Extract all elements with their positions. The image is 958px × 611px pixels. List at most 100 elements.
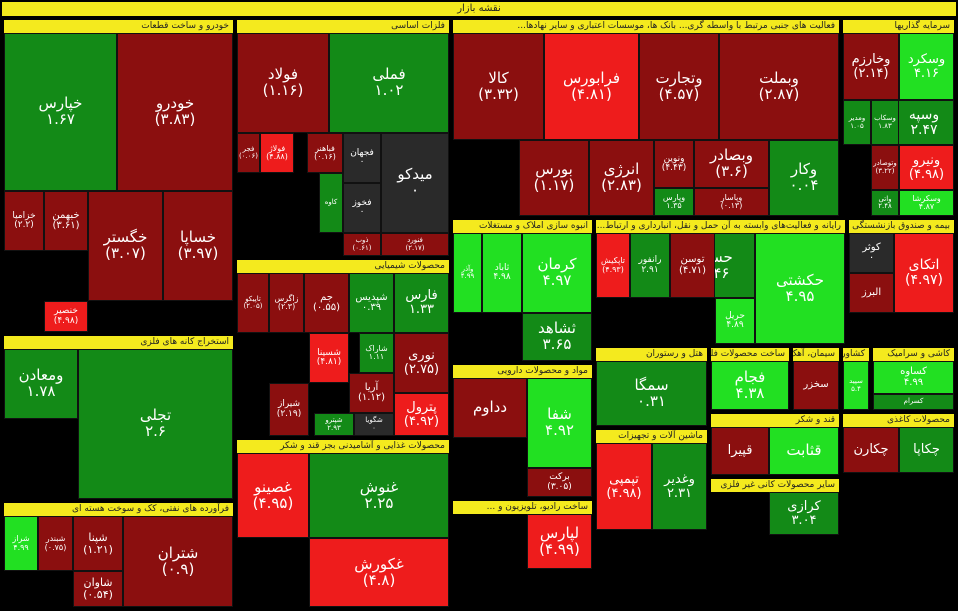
- stock-tile[interactable]: وسکرشا ۴.۸۷: [899, 190, 954, 216]
- stock-tile[interactable]: ونیرو (۴.۹۸): [899, 145, 954, 190]
- stock-tile[interactable]: وبصادر (۳.۶): [694, 140, 769, 188]
- stock-tile[interactable]: فجر (۰.۰۶): [237, 133, 260, 173]
- stock-tile[interactable]: سپید ۵.۴: [843, 361, 869, 410]
- stock-symbol: تجلی: [139, 406, 172, 425]
- stock-tile[interactable]: وبملت (۲.۸۷): [719, 33, 839, 140]
- stock-tile[interactable]: کرمان ۴.۹۷: [522, 233, 592, 313]
- stock-tile[interactable]: زاگرس (۲.۳): [269, 273, 304, 333]
- stock-tile[interactable]: سمگا ۰.۳۱: [596, 361, 707, 426]
- stock-tile[interactable]: کاوه: [319, 173, 343, 233]
- stock-tile[interactable]: کالا (۳.۳۲): [453, 33, 544, 140]
- stock-tile[interactable]: فجهان ۰: [343, 133, 381, 183]
- stock-symbol: غنوش: [359, 477, 399, 496]
- stock-tile[interactable]: حریل ۴.۸۹: [715, 298, 755, 344]
- stock-tile[interactable]: حکشتی ۴.۹۵: [755, 233, 845, 344]
- stock-tile[interactable]: شپنا (۱.۲۱): [73, 516, 123, 571]
- stock-tile[interactable]: غنوش ۲.۲۵: [309, 453, 449, 538]
- stock-tile[interactable]: قپیرا: [711, 427, 769, 475]
- stock-tile[interactable]: فولاژ (۴.۸۸): [260, 133, 294, 173]
- stock-tile[interactable]: شفا ۴.۹۲: [527, 378, 592, 468]
- stock-tile[interactable]: غکورش (۴.۸): [309, 538, 449, 607]
- stock-tile[interactable]: شسینا (۴.۸۱): [309, 333, 349, 383]
- stock-tile[interactable]: فرابورس (۴.۸۱): [544, 33, 639, 140]
- stock-tile[interactable]: وغدیر ۲.۳۱: [652, 443, 707, 530]
- stock-tile[interactable]: وتجارت (۴.۵۷): [639, 33, 719, 140]
- stock-tile[interactable]: شتران (۰.۹): [123, 516, 233, 607]
- stock-tile[interactable]: وکار ۰.۰۴: [769, 140, 839, 216]
- stock-tile[interactable]: فباهنر (۰.۱۶): [307, 133, 343, 173]
- stock-tile[interactable]: سخزر: [793, 361, 839, 410]
- stock-tile[interactable]: وسکاب ۱.۸۳: [871, 100, 899, 145]
- stock-symbol: تپمپی: [609, 471, 639, 487]
- stock-tile[interactable]: تجلی ۲.۶: [78, 349, 233, 499]
- stock-tile[interactable]: فارس ۱.۳۳: [394, 273, 449, 333]
- stock-tile[interactable]: فنورد (۲.۱۷): [381, 233, 449, 256]
- sector-6: بیمه و صندوق بازنشستگی اتکای (۴.۹۷) کوثر ۰ ال…: [847, 218, 956, 333]
- stock-symbol: شفا: [547, 405, 572, 424]
- stock-tile[interactable]: وآذر ۴.۹۹: [453, 233, 482, 313]
- stock-tile[interactable]: خنصیر (۴.۹۸): [44, 301, 88, 332]
- stock-tile[interactable]: لپارس (۴.۹۹): [527, 514, 592, 569]
- stock-tile[interactable]: شراز ۴.۹۹: [4, 516, 38, 571]
- stock-tile[interactable]: شاوان (۰.۵۴): [73, 571, 123, 607]
- stock-tile[interactable]: شپدیس ۰.۳۹: [349, 273, 394, 333]
- stock-tile[interactable]: خپارس ۱.۶۷: [4, 33, 117, 191]
- stock-tile[interactable]: خگستر (۳.۰۷): [88, 191, 163, 301]
- stock-tile[interactable]: وسکرد ۴.۱۶: [899, 33, 954, 100]
- stock-tile[interactable]: ونوین (۴.۴۳): [654, 140, 694, 188]
- stock-tile[interactable]: غصینو (۴.۹۵): [237, 453, 309, 538]
- stock-tile[interactable]: قثابت: [769, 427, 839, 475]
- stock-tile[interactable]: خبهمن (۳.۶۱): [44, 191, 88, 251]
- stock-tile[interactable]: واتی ۲.۴۸: [871, 190, 899, 216]
- stock-change: ۰.۳۱: [637, 391, 666, 410]
- stock-tile[interactable]: شبندر (۰.۷۵): [38, 516, 73, 571]
- stock-tile[interactable]: شگویا ۰: [354, 413, 394, 436]
- stock-tile[interactable]: شپترو ۲.۹۳: [314, 413, 354, 436]
- stock-tile[interactable]: آریا (۱.۱۲): [349, 373, 394, 413]
- stock-tile[interactable]: شیراز (۲.۱۹): [269, 383, 309, 436]
- stock-tile[interactable]: کوثر ۰: [849, 233, 894, 273]
- stock-tile[interactable]: میدکو ۰: [381, 133, 449, 233]
- stock-tile[interactable]: اتکای (۴.۹۷): [894, 233, 954, 313]
- stock-symbol: فخوز: [352, 197, 372, 208]
- stock-tile[interactable]: فولاد (۱.۱۶): [237, 33, 329, 133]
- stock-tile[interactable]: شاراک ۱.۱۱: [359, 333, 394, 373]
- stock-tile[interactable]: وخارزم (۲.۱۴): [843, 33, 899, 100]
- stock-tile[interactable]: کسرام: [873, 394, 954, 410]
- stock-tile[interactable]: ثاباد ۴.۹۸: [482, 233, 522, 313]
- stock-tile[interactable]: ثشاهد ۳.۶۵: [522, 313, 592, 361]
- stock-tile[interactable]: ومعادن ۱.۷۸: [4, 349, 78, 419]
- stock-symbol: شاراک: [365, 343, 388, 353]
- stock-tile[interactable]: رانفور ۲.۹۱: [630, 233, 670, 298]
- stock-change: (۴.۹۹): [539, 539, 580, 558]
- stock-tile[interactable]: ذوب (۰.۶۱): [343, 233, 381, 256]
- stock-tile[interactable]: وسپه ۲.۴۷: [894, 100, 954, 145]
- stock-tile[interactable]: خساپا (۳.۹۷): [163, 191, 233, 301]
- stock-tile[interactable]: جم (۰.۵۵): [304, 273, 349, 333]
- stock-symbol: کساوه: [900, 366, 927, 377]
- stock-tile[interactable]: البرز: [849, 273, 894, 313]
- stock-tile[interactable]: ومدیر ۱.۰۵: [843, 100, 871, 145]
- stock-tile[interactable]: فخوز ۰: [343, 183, 381, 233]
- stock-tile[interactable]: وپاسار (۰.۱۳): [694, 188, 769, 216]
- stock-tile[interactable]: تپمپی (۴.۹۸): [596, 443, 652, 530]
- stock-tile[interactable]: برکت (۳.۰۵): [527, 468, 592, 497]
- stock-tile[interactable]: تاپیکو (۲.۰۵): [237, 273, 269, 333]
- stock-tile[interactable]: تاپکیش (۴.۹۳): [596, 233, 630, 298]
- stock-tile[interactable]: فملی ۱.۰۲: [329, 33, 449, 133]
- stock-tile[interactable]: انرژی (۲.۸۳): [589, 140, 654, 216]
- stock-tile[interactable]: فجام ۴.۳۸: [711, 361, 789, 410]
- stock-tile[interactable]: توسن (۴.۷۱): [670, 233, 715, 298]
- stock-tile[interactable]: پترول (۴.۹۲): [394, 393, 449, 436]
- stock-tile[interactable]: کرازی ۳.۰۴: [769, 492, 839, 535]
- stock-tile[interactable]: خزامیا (۲.۲): [4, 191, 44, 251]
- stock-tile[interactable]: وپارس ۱.۳۵: [654, 188, 694, 216]
- stock-tile[interactable]: دداوم: [453, 378, 527, 438]
- stock-tile[interactable]: چکاپا: [899, 427, 954, 473]
- stock-tile[interactable]: خودرو (۳.۸۳): [117, 33, 233, 191]
- stock-tile[interactable]: چکارن: [843, 427, 899, 473]
- stock-tile[interactable]: بورس (۱.۱۷): [519, 140, 589, 216]
- stock-tile[interactable]: وتوصادر (۳.۲۲): [871, 145, 899, 190]
- stock-tile[interactable]: کساوه ۴.۹۹: [873, 361, 954, 394]
- stock-tile[interactable]: نوری (۲.۷۵): [394, 333, 449, 393]
